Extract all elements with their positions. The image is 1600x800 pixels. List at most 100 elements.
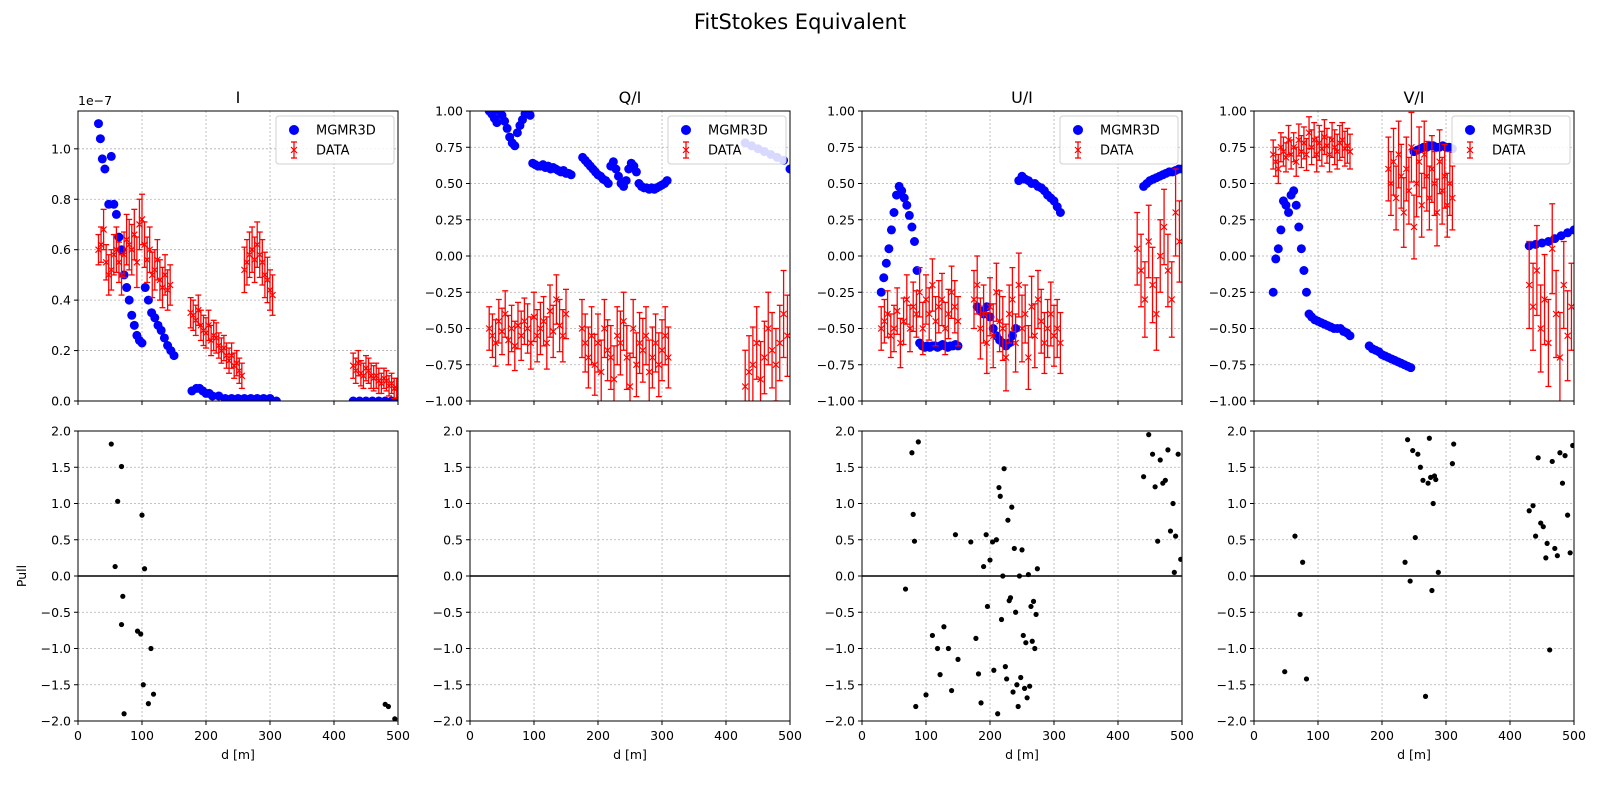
pull-point — [1007, 595, 1014, 601]
model-point — [631, 167, 641, 177]
model-point — [881, 258, 891, 268]
pull-point — [1417, 464, 1423, 470]
x-axis-label: d [m] — [613, 747, 647, 762]
pull-point — [1433, 476, 1439, 483]
data-point — [533, 332, 541, 340]
pull-point — [1300, 559, 1306, 565]
model-point — [512, 128, 522, 138]
y-tick-label: 0.75 — [1219, 140, 1247, 155]
legend-model-marker — [1073, 125, 1083, 135]
pull-point — [1024, 695, 1030, 701]
y-tick-label: 0.50 — [435, 176, 463, 191]
model-point — [271, 396, 281, 401]
model-point — [159, 333, 169, 343]
y-tick-label: 0.00 — [827, 249, 855, 264]
x-tick-label: 0 — [1250, 728, 1258, 743]
pull-point — [981, 563, 987, 570]
legend-model-label: MGMR3D — [1492, 124, 1552, 139]
panel-VI: −1.00 −0.75 −0.50 −0.25 0.00 0.25 0.50 0.75 1.00… — [1209, 88, 1575, 409]
legend-data-label: DATA — [316, 144, 350, 159]
model-point — [889, 208, 899, 217]
data-point — [1021, 310, 1029, 318]
pull-point — [1565, 512, 1571, 518]
pull-point — [118, 621, 125, 628]
pull-point — [1173, 533, 1179, 539]
y-tick-label: 1.0 — [443, 496, 463, 511]
data-point — [1024, 354, 1032, 361]
panel-pull_I: −2.0 −1.5 −1.0 −0.5 0.0 0.5 1.0 1.5 2.0 0 100 200 30… — [14, 424, 410, 763]
y-tick-label: 0.75 — [435, 140, 463, 155]
legend-model-label: MGMR3D — [1100, 124, 1160, 139]
data-point — [764, 325, 772, 332]
data-point — [1156, 252, 1164, 260]
pull-point — [1535, 455, 1541, 461]
data-point — [655, 361, 663, 369]
data-point — [610, 375, 618, 383]
y-tick-label: −1.00 — [425, 394, 463, 409]
pull-point — [973, 635, 979, 641]
pull-point — [1167, 528, 1174, 534]
data-point — [552, 296, 560, 303]
data-point — [1448, 194, 1456, 202]
y-tick-label: 1.0 — [835, 496, 855, 511]
pull-point — [1027, 683, 1033, 689]
data-point — [745, 368, 753, 376]
model-point — [899, 193, 909, 203]
model-point — [904, 210, 914, 220]
data-point — [938, 296, 946, 303]
pull-point — [1002, 664, 1008, 670]
x-tick-label: 500 — [778, 728, 802, 743]
pull-point — [1297, 611, 1303, 618]
pull-point — [993, 537, 1000, 543]
data-point — [935, 303, 943, 311]
data-point — [1400, 209, 1408, 216]
y-tick-label: 1.00 — [435, 104, 463, 119]
model-point — [897, 186, 907, 196]
pull-point — [968, 539, 974, 545]
data-point — [922, 296, 930, 303]
data-point — [1415, 158, 1423, 166]
y-tick-label: −0.50 — [1209, 321, 1247, 336]
data-point — [1392, 194, 1400, 202]
data-point — [919, 325, 927, 332]
data-point — [983, 339, 991, 347]
data-point — [269, 291, 276, 299]
data-point — [1282, 153, 1290, 161]
pull-point — [949, 687, 955, 694]
data-point — [238, 372, 246, 380]
data-point — [776, 339, 784, 347]
y-tick-label: 0.5 — [443, 532, 463, 547]
pull-point — [139, 512, 145, 518]
model-point — [510, 141, 520, 151]
pull-point — [911, 538, 918, 544]
plot-area — [876, 164, 1182, 392]
data-point — [909, 303, 917, 311]
pull-point — [915, 439, 921, 445]
model-point — [611, 164, 621, 174]
figure-title: FitStokes Equivalent — [693, 10, 907, 34]
pull-point — [934, 645, 941, 652]
model-point — [621, 176, 631, 186]
y-tick-label: 0.50 — [827, 176, 855, 191]
pull-point — [1157, 457, 1163, 463]
model-point — [525, 111, 535, 120]
y-tick-label: −2.0 — [825, 714, 855, 729]
data-point — [661, 332, 669, 340]
model-point — [1299, 266, 1309, 275]
data-point — [1037, 317, 1045, 325]
y-tick-label: 0.0 — [51, 569, 71, 584]
data-point — [757, 375, 764, 383]
panel-UI: −1.00 −0.75 −0.50 −0.25 0.00 0.25 0.50 0.75 1.00… — [817, 88, 1183, 409]
y-tick-label: 0.50 — [1219, 176, 1247, 191]
data-point — [1164, 267, 1172, 274]
panel-I: 0.0 0.2 0.4 0.6 0.8 1.0 I 1e−7 MGMR3D DATA — [51, 88, 399, 409]
model-point — [1055, 208, 1065, 217]
model-point — [129, 320, 139, 330]
legend-box — [667, 115, 787, 165]
data-point — [511, 342, 519, 350]
y-tick-label: −0.75 — [817, 357, 855, 372]
data-point — [1133, 245, 1141, 253]
pull-point — [1303, 676, 1310, 682]
pull-point — [975, 671, 982, 677]
data-point — [524, 325, 532, 332]
